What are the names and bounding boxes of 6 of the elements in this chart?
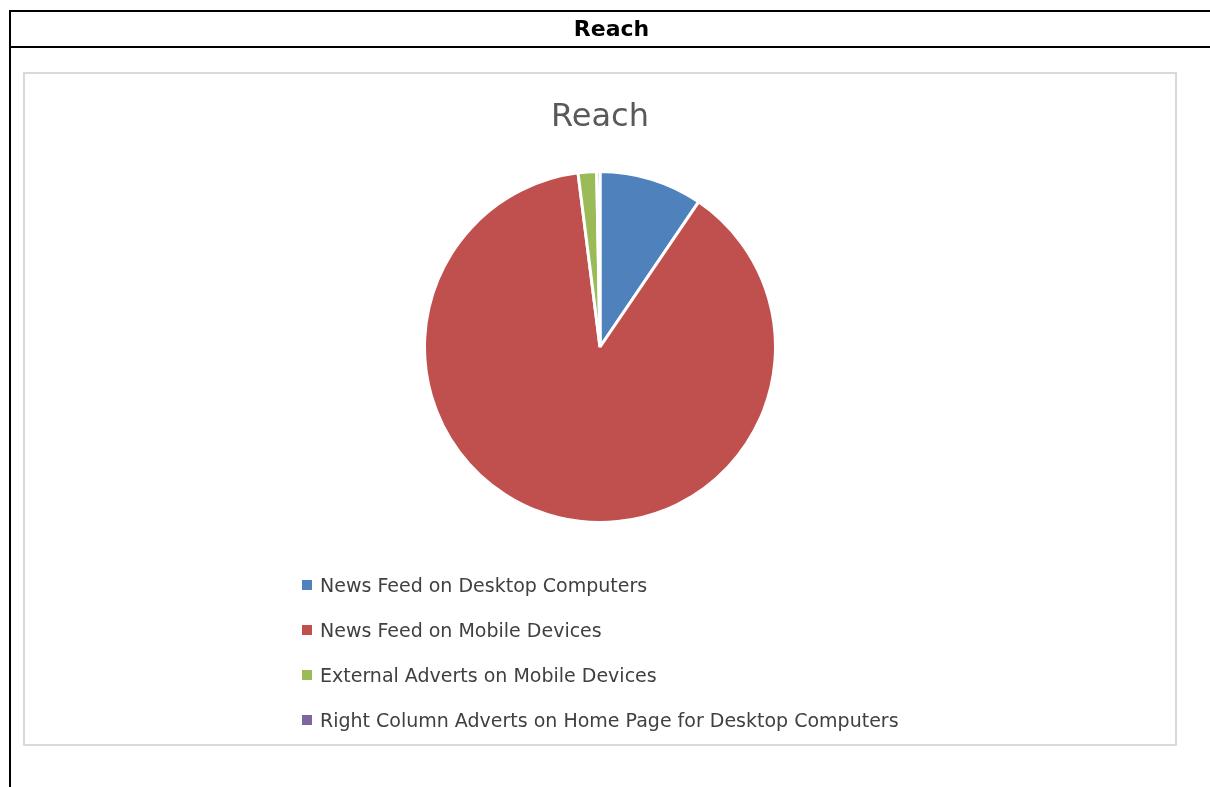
chart-title: Reach — [550, 96, 650, 134]
legend-label: News Feed on Mobile Devices — [320, 618, 602, 641]
text: Reach — [11, 12, 1210, 48]
legend-label: Right Column Adverts on Home Page for Desktop Computers — [320, 708, 899, 731]
legend-label: News Feed on Desktop Computers — [320, 573, 648, 596]
legend-label: External Adverts on Mobile Devices — [320, 663, 657, 686]
